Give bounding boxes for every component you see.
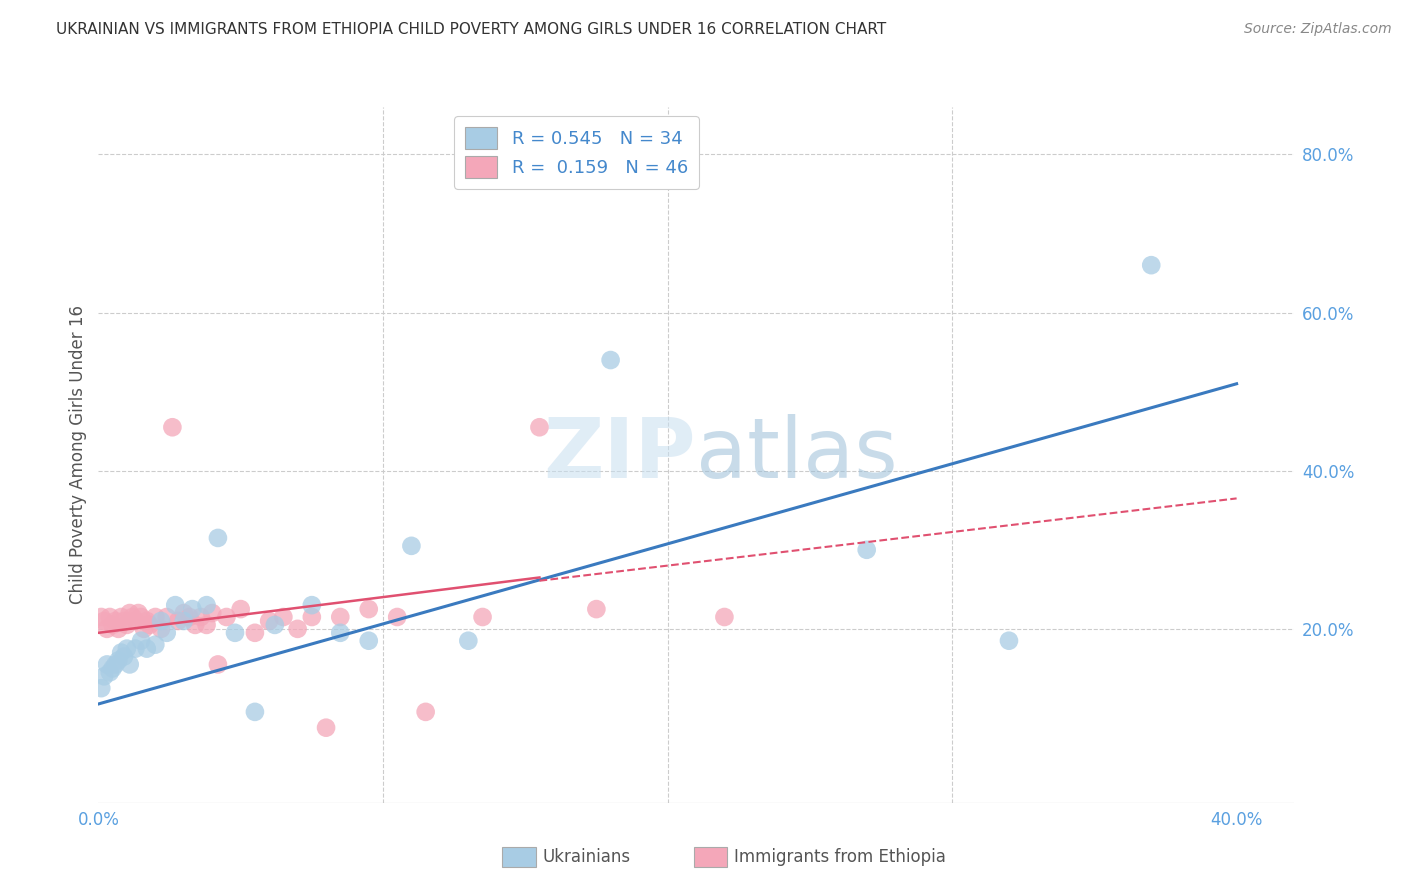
Point [101, 618, 124, 632]
Point [224, 625, 246, 640]
Point [150, 622, 173, 636]
Point [599, 353, 621, 368]
Point [162, 420, 184, 434]
Text: UKRAINIAN VS IMMIGRANTS FROM ETHIOPIA CHILD POVERTY AMONG GIRLS UNDER 16 CORRELA: UKRAINIAN VS IMMIGRANTS FROM ETHIOPIA CH… [56, 22, 887, 37]
Point [181, 602, 204, 616]
Point [112, 614, 135, 628]
Point [229, 602, 252, 616]
Point [257, 614, 280, 628]
Legend: R = 0.545   N = 34, R =  0.159   N = 46: R = 0.545 N = 34, R = 0.159 N = 46 [454, 116, 699, 189]
Point [173, 606, 195, 620]
Point [457, 633, 479, 648]
Point [263, 618, 285, 632]
Point [167, 614, 190, 628]
Point [243, 625, 266, 640]
Point [93, 614, 115, 628]
Point [471, 610, 494, 624]
Point [287, 622, 309, 636]
Point [115, 618, 138, 632]
Point [110, 646, 132, 660]
Point [143, 610, 166, 624]
FancyBboxPatch shape [693, 847, 727, 867]
Point [165, 598, 187, 612]
Text: ZIP: ZIP [544, 415, 696, 495]
Point [135, 641, 157, 656]
Point [415, 705, 437, 719]
Point [90, 681, 112, 695]
Point [107, 622, 129, 636]
Point [315, 721, 337, 735]
Point [143, 638, 166, 652]
Point [215, 610, 238, 624]
Point [98, 665, 121, 680]
Point [118, 606, 141, 620]
Text: Immigrants from Ethiopia: Immigrants from Ethiopia [734, 848, 946, 866]
Point [207, 531, 229, 545]
Point [124, 614, 146, 628]
Point [855, 542, 877, 557]
Point [138, 618, 160, 632]
Point [112, 649, 135, 664]
Point [385, 610, 409, 624]
Point [273, 610, 295, 624]
Point [179, 610, 201, 624]
Point [104, 657, 127, 672]
Point [201, 606, 224, 620]
Point [329, 625, 352, 640]
Point [173, 614, 195, 628]
Point [998, 633, 1021, 648]
Point [124, 641, 146, 656]
Point [101, 661, 124, 675]
Point [156, 610, 179, 624]
Point [115, 641, 138, 656]
Text: Ukrainians: Ukrainians [543, 848, 631, 866]
Point [243, 705, 266, 719]
Point [121, 610, 143, 624]
Point [127, 606, 149, 620]
Text: Source: ZipAtlas.com: Source: ZipAtlas.com [1244, 22, 1392, 37]
Point [135, 614, 157, 628]
Point [190, 610, 212, 624]
Point [301, 598, 323, 612]
Point [195, 598, 218, 612]
Point [357, 602, 380, 616]
Point [207, 657, 229, 672]
Point [184, 618, 207, 632]
Point [90, 610, 112, 624]
Point [107, 653, 129, 667]
Point [329, 610, 352, 624]
Point [118, 657, 141, 672]
Point [96, 622, 118, 636]
Point [98, 610, 121, 624]
Point [1140, 258, 1163, 272]
Point [301, 610, 323, 624]
Point [93, 669, 115, 683]
Point [156, 625, 179, 640]
Point [104, 614, 127, 628]
Y-axis label: Child Poverty Among Girls Under 16: Child Poverty Among Girls Under 16 [69, 305, 87, 605]
Point [150, 614, 173, 628]
Point [195, 618, 218, 632]
Point [129, 633, 152, 648]
Text: atlas: atlas [696, 415, 897, 495]
Point [529, 420, 551, 434]
Point [713, 610, 735, 624]
Point [110, 610, 132, 624]
Point [401, 539, 423, 553]
FancyBboxPatch shape [502, 847, 536, 867]
Point [96, 657, 118, 672]
Point [129, 610, 152, 624]
Point [132, 622, 155, 636]
Point [585, 602, 607, 616]
Point [357, 633, 380, 648]
